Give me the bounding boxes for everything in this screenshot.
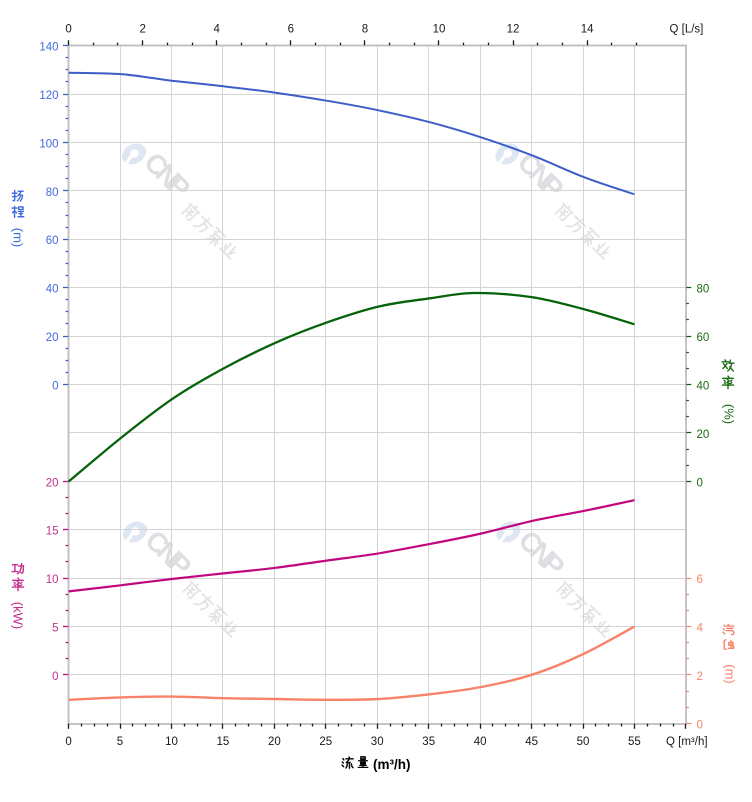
svg-text:80: 80 [46, 187, 59, 199]
svg-text:10: 10 [433, 24, 446, 36]
svg-text:100: 100 [39, 138, 58, 150]
svg-text:25: 25 [319, 736, 332, 748]
svg-text:(%): (%) [722, 404, 737, 424]
svg-text:2: 2 [139, 24, 145, 36]
svg-text:20: 20 [697, 429, 710, 441]
svg-text:40: 40 [697, 381, 710, 393]
svg-text:14: 14 [581, 24, 594, 36]
svg-text:Q [m³/h]: Q [m³/h] [666, 736, 708, 748]
svg-text:40: 40 [474, 736, 487, 748]
svg-text:30: 30 [371, 736, 384, 748]
svg-text:15: 15 [46, 526, 59, 538]
svg-text:55: 55 [628, 736, 641, 748]
svg-text:(m): (m) [11, 228, 26, 248]
svg-text:80: 80 [697, 284, 710, 296]
svg-text:4: 4 [697, 623, 704, 635]
svg-text:0: 0 [697, 477, 703, 489]
svg-text:10: 10 [46, 574, 59, 586]
svg-text:(m): (m) [723, 664, 738, 684]
svg-text:(kW): (kW) [11, 602, 26, 629]
svg-text:0: 0 [52, 671, 58, 683]
svg-text:6: 6 [697, 574, 703, 586]
svg-text:20: 20 [46, 332, 59, 344]
svg-text:20: 20 [46, 477, 59, 489]
svg-text:140: 140 [39, 42, 58, 54]
svg-text:4: 4 [213, 24, 220, 36]
svg-text:Q [L/s]: Q [L/s] [670, 24, 704, 36]
svg-text:0: 0 [65, 24, 71, 36]
svg-text:5: 5 [117, 736, 123, 748]
svg-text:20: 20 [268, 736, 281, 748]
svg-text:60: 60 [697, 332, 710, 344]
svg-text:0: 0 [697, 719, 703, 731]
svg-text:2: 2 [697, 671, 703, 683]
svg-text:0: 0 [65, 736, 71, 748]
svg-text:120: 120 [39, 90, 58, 102]
svg-text:60: 60 [46, 235, 59, 247]
svg-text:8: 8 [362, 24, 368, 36]
svg-text:50: 50 [577, 736, 590, 748]
svg-text:(m³/h): (m³/h) [373, 757, 411, 772]
svg-text:15: 15 [217, 736, 230, 748]
svg-text:5: 5 [52, 623, 58, 635]
svg-text:12: 12 [507, 24, 520, 36]
svg-text:40: 40 [46, 284, 59, 296]
svg-text:35: 35 [422, 736, 435, 748]
svg-text:10: 10 [165, 736, 178, 748]
svg-text:0: 0 [52, 381, 58, 393]
svg-text:6: 6 [288, 24, 294, 36]
svg-text:45: 45 [525, 736, 538, 748]
